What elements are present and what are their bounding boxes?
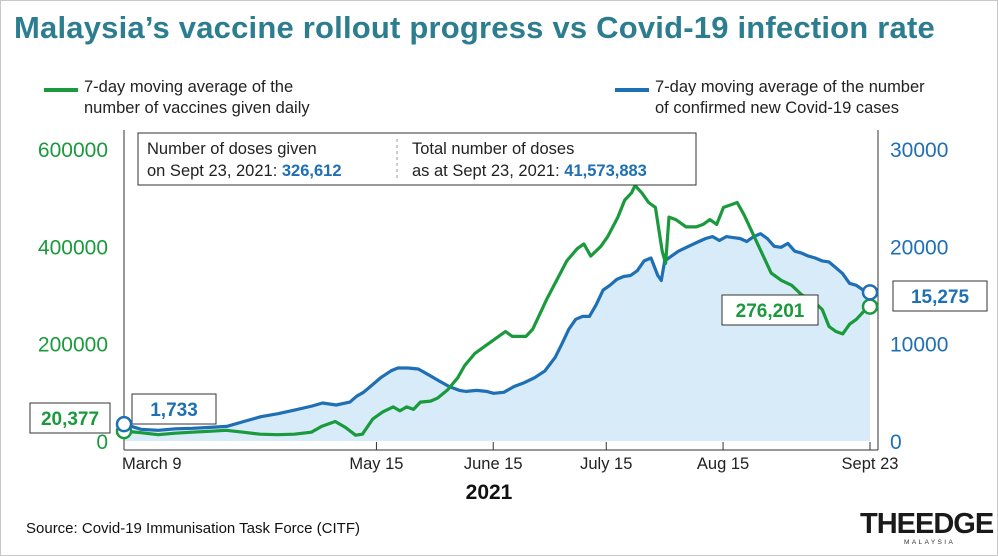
legend-vaccines-line1: 7-day moving average of the xyxy=(84,78,294,96)
legend-cases: 7-day moving average of the number of co… xyxy=(615,77,985,121)
source-note: Source: Covid-19 Immunisation Task Force… xyxy=(26,520,360,537)
right-tick-label: 30000 xyxy=(890,139,948,162)
callout-cases-end-box xyxy=(892,280,988,312)
series-vaccines-line xyxy=(123,183,871,437)
vaccine-end-marker xyxy=(861,298,879,315)
callout-cases-end: 15,275 xyxy=(911,287,970,308)
x-tick-label: Aug 15 xyxy=(697,455,749,473)
callout-cases-start: 1,733 xyxy=(150,400,198,421)
legend-vaccines-swatch xyxy=(44,88,78,92)
right-tick-label: 20000 xyxy=(890,236,948,259)
logo-word: THEEDGE xyxy=(860,508,994,540)
callout-vaccine-start: 20,377 xyxy=(41,409,99,430)
legend-vaccines-line2: number of vaccines given daily xyxy=(84,99,310,117)
infobox-right-line2: as at Sept 23, 2021: xyxy=(412,162,564,180)
svg-text:on Sept 23, 2021: 326,612: on Sept 23, 2021: 326,612 xyxy=(147,162,342,180)
cases-start-marker xyxy=(115,415,133,433)
infobox-right-value: 41,573,883 xyxy=(564,162,647,180)
cases-area-fill xyxy=(124,233,870,441)
left-tick-label: 400000 xyxy=(38,236,108,259)
legend-cases-line1: 7-day moving average of the number xyxy=(655,78,925,96)
end-markers xyxy=(115,284,879,440)
right-tick-label: 10000 xyxy=(890,334,948,357)
x-axis-label: 2021 xyxy=(466,481,513,504)
series-cases-line xyxy=(123,232,871,432)
cases-end-marker xyxy=(861,284,879,301)
x-tick-label: Sept 23 xyxy=(842,455,899,473)
legend-cases-line2: of confirmed new Covid-19 cases xyxy=(655,99,899,117)
left-tick-label: 0 xyxy=(96,431,108,454)
chart-title: Malaysia’s vaccine rollout progress vs C… xyxy=(14,10,935,45)
left-tick-label: 600000 xyxy=(38,139,108,162)
callout-cases-start-box xyxy=(131,393,217,425)
infobox-left-line2: on Sept 23, 2021: xyxy=(147,162,282,180)
svg-text:as at Sept 23, 2021: 41,573,88: as at Sept 23, 2021: 41,573,883 xyxy=(412,162,647,180)
the-edge-logo: THEEDGE MALAYSIA xyxy=(860,508,994,548)
infobox-right-line1: Total number of doses xyxy=(412,140,574,158)
callout-vaccine-start-box xyxy=(29,402,111,434)
left-axis: 0 200000 400000 600000 xyxy=(38,139,108,454)
x-tick-label: May 15 xyxy=(349,455,403,473)
infobox xyxy=(137,132,697,186)
legend-cases-swatch xyxy=(615,88,649,92)
x-tick-label: March 9 xyxy=(122,455,182,473)
callout-vaccine-end: 276,201 xyxy=(736,301,805,322)
infobox-left-line1: Number of doses given xyxy=(147,140,317,158)
left-tick-label: 200000 xyxy=(38,334,108,357)
infobox-left-value: 326,612 xyxy=(282,162,342,180)
callout-vaccine-end-box xyxy=(721,294,819,326)
logo-sub: MALAYSIA xyxy=(904,539,956,546)
x-axis: March 9 May 15 June 15 July 15 Aug 15 Sept 23 xyxy=(122,442,898,473)
legend-vaccines: 7-day moving average of the number of va… xyxy=(44,77,374,121)
right-tick-label: 0 xyxy=(890,431,902,454)
x-tick-label: July 15 xyxy=(580,455,632,473)
x-tick-label: June 15 xyxy=(464,455,523,473)
right-axis: 0 10000 20000 30000 xyxy=(890,139,948,454)
